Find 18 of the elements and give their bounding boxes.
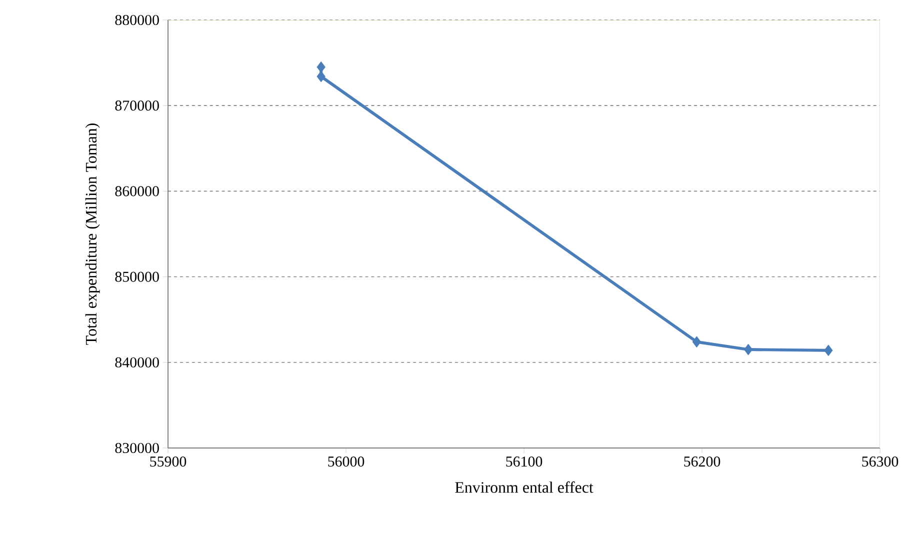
y-tick-label: 860000 — [115, 186, 159, 196]
point — [824, 344, 833, 356]
x-tick-label: 55900 — [150, 456, 186, 467]
y-tick-label: 850000 — [115, 272, 159, 282]
x-tick-label: 56100 — [506, 456, 542, 467]
point — [316, 70, 326, 82]
x-tick-label: 56000 — [328, 456, 364, 467]
x-tick-label: 56200 — [684, 456, 720, 467]
point — [692, 336, 702, 348]
point — [316, 61, 326, 73]
y-axis-title: Total expenditure (Million Toman) — [85, 124, 100, 345]
y-tick-label: 830000 — [115, 442, 159, 454]
y-tick-label: 870000 — [115, 100, 159, 111]
point — [744, 344, 753, 356]
x-tick-label: 56300 — [862, 456, 898, 467]
y-tick-label: 840000 — [115, 357, 159, 368]
x-axis-title: Environm ental effect — [455, 481, 594, 493]
y-tick-label: 880000 — [115, 14, 159, 26]
